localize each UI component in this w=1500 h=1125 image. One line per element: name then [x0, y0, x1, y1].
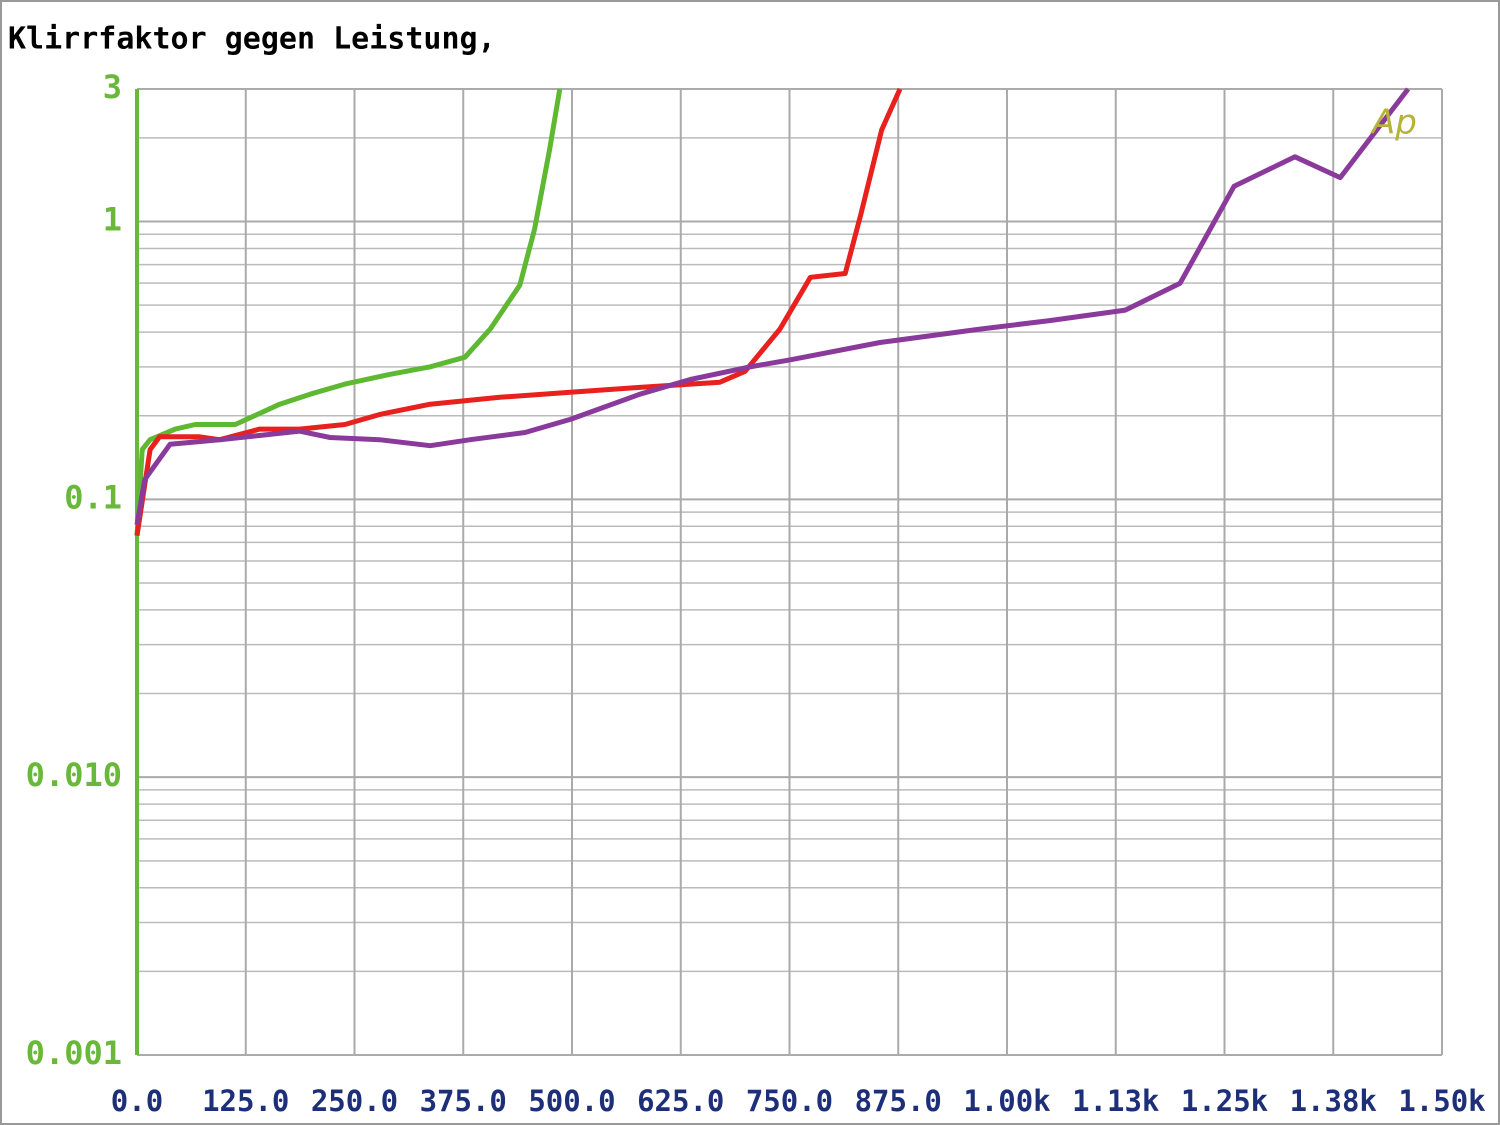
x-tick-label: 875.0 [855, 1084, 942, 1118]
logo: Ap [1370, 103, 1417, 143]
x-tick-label: 625.0 [637, 1084, 724, 1118]
y-tick-label: 3 [103, 68, 122, 106]
y-tick-label: 0.010 [26, 756, 122, 794]
x-tick-label: 750.0 [746, 1084, 833, 1118]
chart-title: Klirrfaktor gegen Leistung, [8, 22, 496, 57]
x-tick-label: 1.25k [1181, 1084, 1268, 1118]
x-tick-label: 250.0 [311, 1084, 398, 1118]
y-tick-label: 0.001 [26, 1034, 122, 1072]
series-line [134, 87, 903, 537]
y-tick-label: 0.1 [64, 478, 122, 516]
x-tick-label: 1.00k [963, 1084, 1050, 1118]
series-line [134, 88, 563, 536]
x-tick-label: 0.0 [111, 1084, 163, 1118]
x-tick-label: 1.50k [1398, 1084, 1485, 1118]
x-tick-label: 375.0 [420, 1084, 507, 1118]
x-tick-label: 1.38k [1290, 1084, 1377, 1118]
x-tick-label: 500.0 [528, 1084, 615, 1118]
series-line [134, 87, 1411, 526]
x-tick-label: 1.13k [1072, 1084, 1159, 1118]
y-tick-label: 1 [103, 201, 122, 239]
x-tick-label: 125.0 [202, 1084, 289, 1118]
